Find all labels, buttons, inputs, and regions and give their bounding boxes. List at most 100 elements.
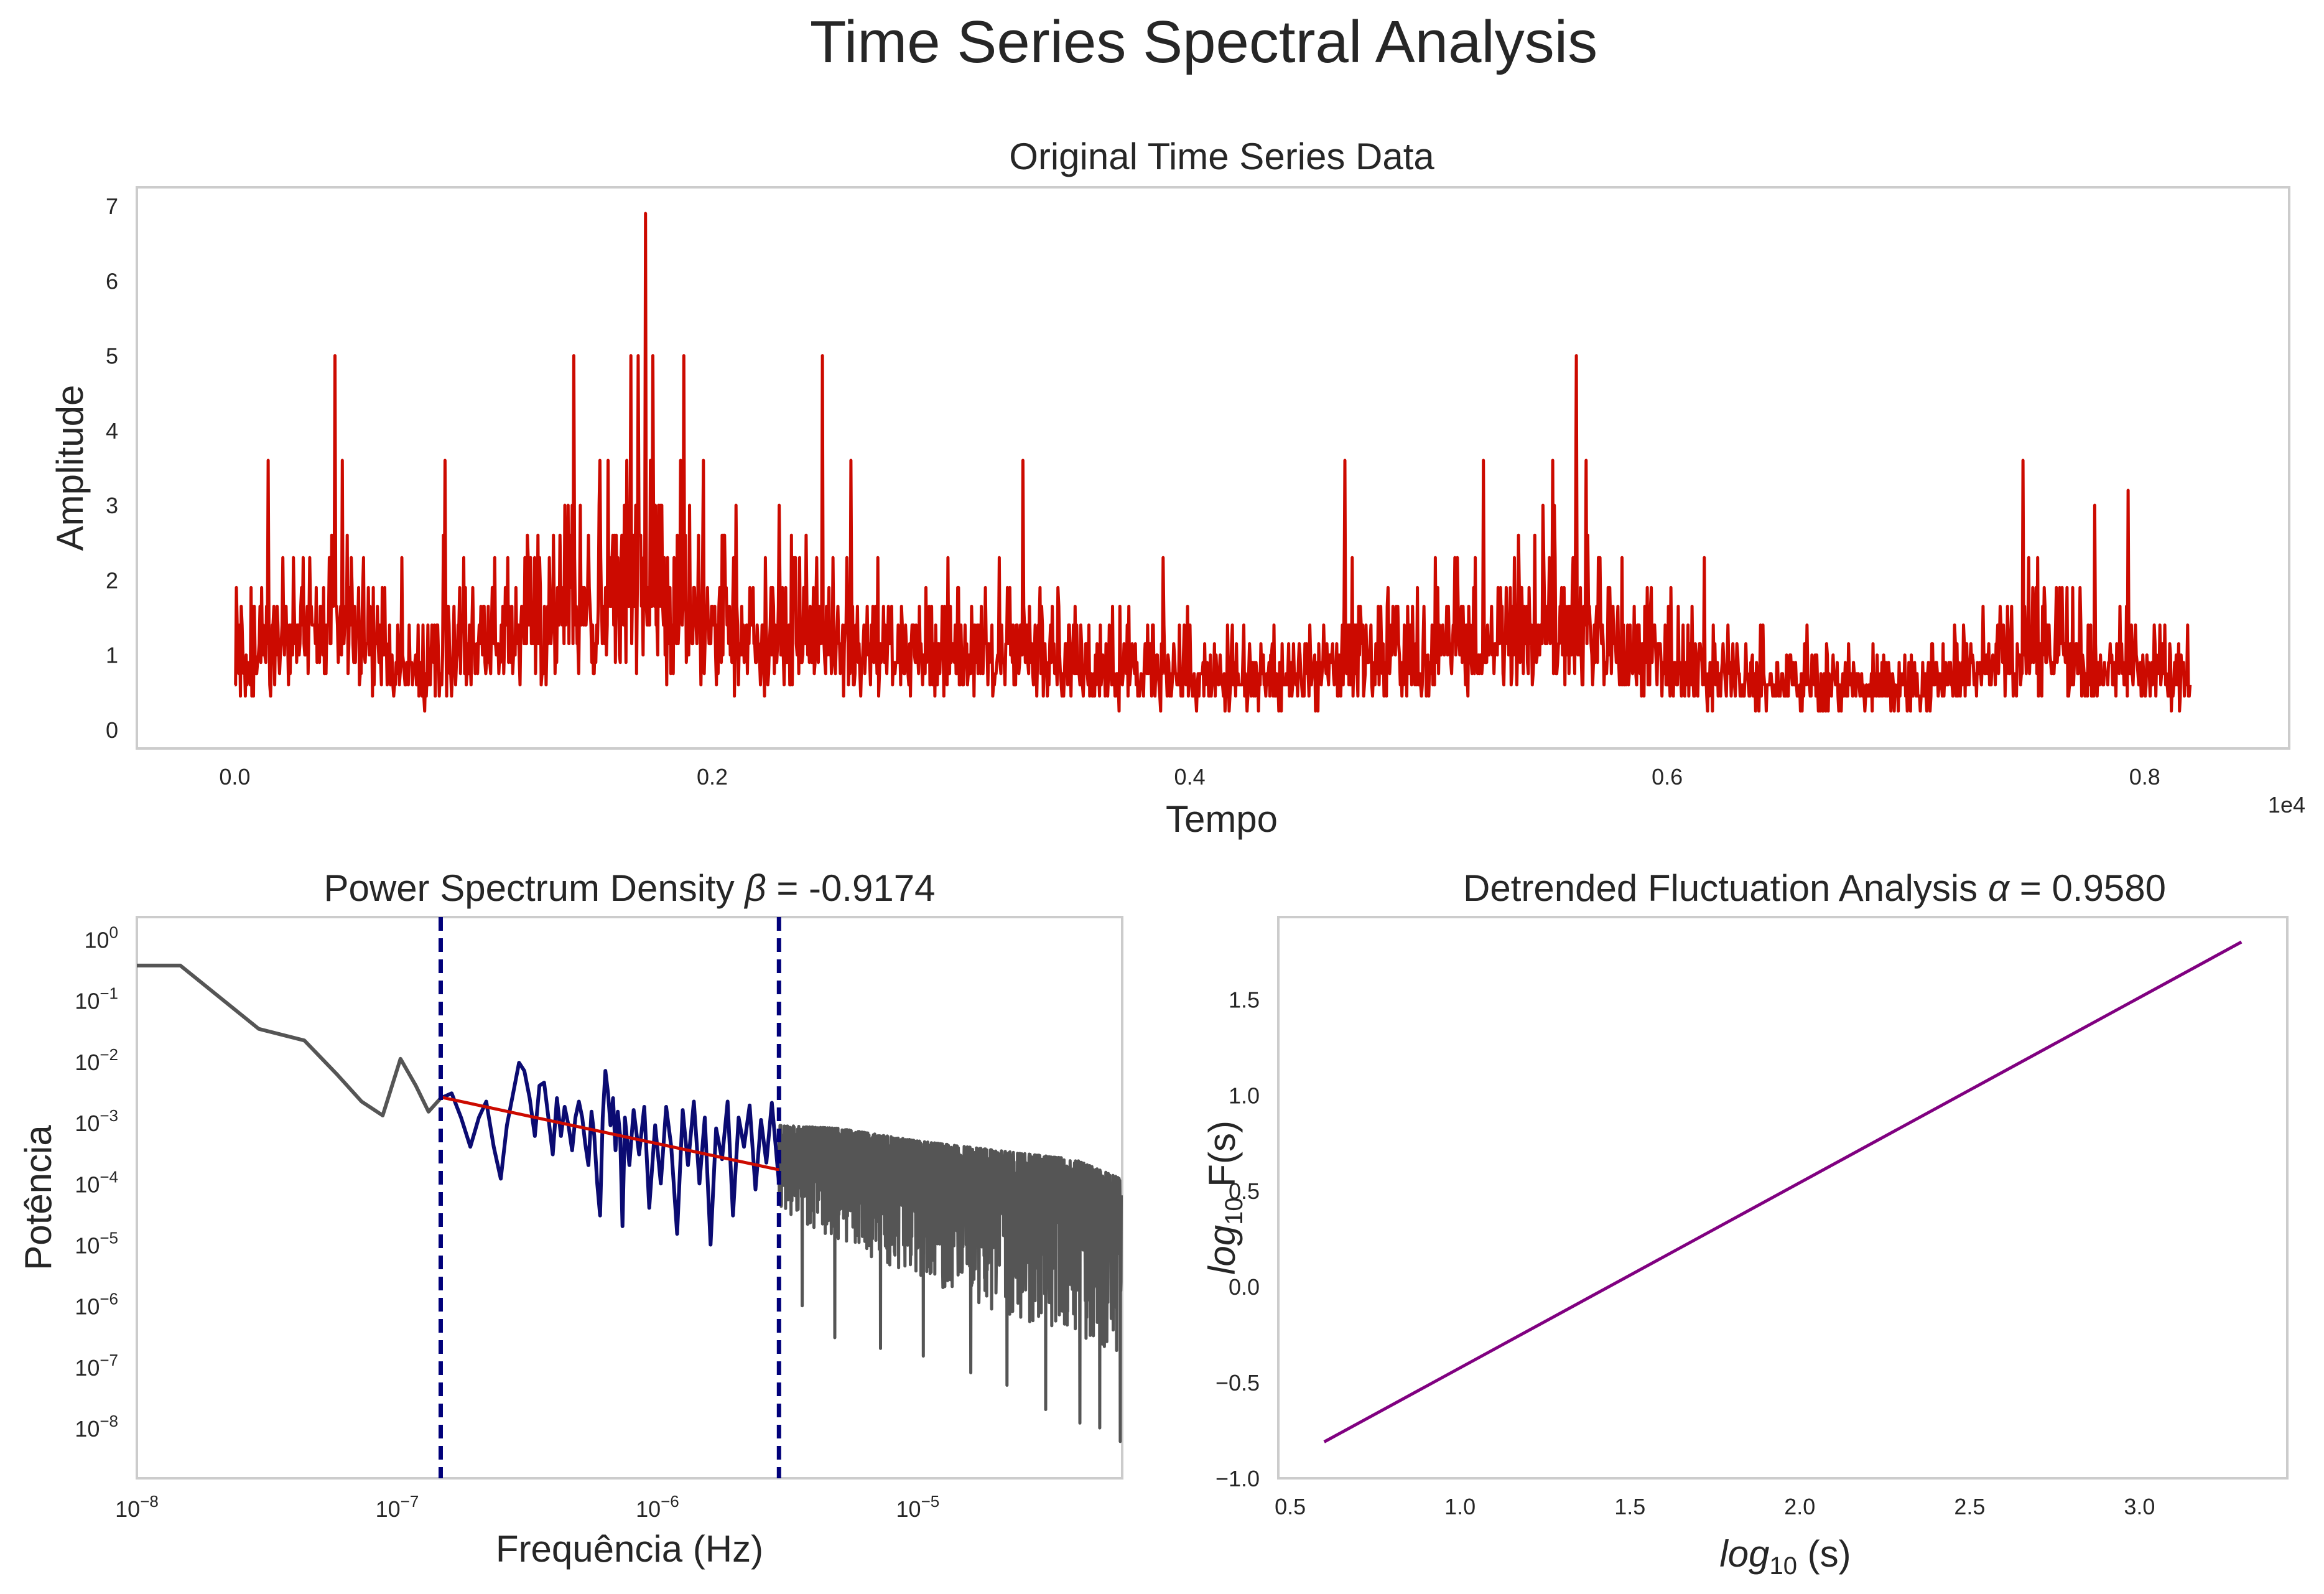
psd-low-freq-line [137,963,442,1117]
dfa-panel: Detrended Fluctuation Analysis α = 0.958… [1201,867,2289,1580]
psd-y-tick-5-exp: −3 [100,1106,118,1125]
psd-high-freq-line [777,1124,1123,1443]
dfa-y-label-rest: F(s) [1201,1121,1243,1197]
dfa-x-tick-2: 1.5 [1614,1494,1645,1519]
psd-title: Power Spectrum Density β = -0.9174 [323,867,935,909]
dfa-title-prefix: Detrended Fluctuation Analysis [1463,867,1988,909]
time-series-x-label: Tempo [1166,798,1278,840]
psd-y-tick-2: 10−6 [75,1290,118,1320]
dfa-x-tick-5: 3.0 [2124,1494,2155,1519]
ts-x-tick-0: 0.0 [219,764,250,790]
time-series-title: Original Time Series Data [1009,136,1434,177]
dfa-x-tick-0: 0.5 [1275,1494,1306,1519]
psd-y-tick-3-exp: −5 [100,1229,118,1247]
psd-y-tick-4: 10−4 [75,1167,118,1197]
ts-y-tick-4: 4 [106,418,118,444]
psd-x-tick-1: 10−7 [376,1492,419,1522]
ts-y-tick-0: 0 [106,717,118,743]
psd-x-tick-0-exp: −8 [140,1492,159,1511]
psd-x-tick-2-exp: −6 [661,1492,679,1511]
dfa-x-label-log: log [1719,1533,1769,1575]
dfa-x-tick-3: 2.0 [1784,1494,1815,1519]
dfa-y-tick-0: −1.0 [1215,1466,1260,1491]
ts-y-tick-5: 5 [106,343,118,369]
dfa-x-tick-4: 2.5 [1954,1494,1985,1519]
psd-x-tick-0-base: 10 [115,1496,140,1522]
dfa-y-tick-3: 0.5 [1229,1178,1260,1204]
psd-y-tick-7: 10−1 [75,984,118,1014]
psd-x-tick-3-exp: −5 [921,1492,940,1511]
psd-title-prefix: Power Spectrum Density [323,867,745,909]
dfa-x-tick-1: 1.0 [1444,1494,1476,1519]
psd-y-tick-5-base: 10 [75,1111,100,1136]
time-series-y-ticks: 0 1 2 3 4 5 6 7 [106,193,118,743]
psd-y-tick-2-base: 10 [75,1294,100,1320]
psd-y-tick-8-base: 10 [84,928,109,953]
ts-x-tick-1: 0.2 [697,764,728,790]
psd-panel: Power Spectrum Density β = -0.9174 10−8 1… [17,867,1123,1570]
figure-title: Time Series Spectral Analysis [810,9,1597,75]
psd-x-label: Frequência (Hz) [496,1528,763,1570]
dfa-y-tick-5: 1.5 [1229,987,1260,1012]
psd-title-value: = -0.9174 [766,867,936,909]
psd-y-tick-0-exp: −8 [100,1412,118,1430]
dfa-x-label: log10 (s) [1719,1533,1851,1580]
psd-y-tick-1-base: 10 [75,1355,100,1381]
psd-y-tick-2-exp: −6 [100,1290,118,1308]
psd-y-tick-3: 10−5 [75,1229,118,1259]
psd-x-ticks: 10−8 10−7 10−6 10−5 [115,1492,939,1522]
psd-y-tick-6-exp: −2 [100,1045,118,1064]
time-series-y-label: Amplitude [49,385,91,551]
dfa-y-label-sub: 10 [1220,1197,1248,1225]
psd-y-tick-6: 10−2 [75,1045,118,1075]
psd-x-tick-1-base: 10 [376,1496,401,1522]
psd-y-tick-8-exp: 0 [109,923,118,942]
dfa-title-value: = 0.9580 [2009,867,2166,909]
psd-y-tick-6-base: 10 [75,1050,100,1075]
dfa-title-alpha: α [1988,867,2010,909]
ts-y-tick-1: 1 [106,643,118,668]
dfa-x-ticks: 0.5 1.0 1.5 2.0 2.5 3.0 [1275,1494,2155,1519]
time-series-panel: Original Time Series Data 0.0 0.2 0.4 0.6 0.… [49,136,2305,840]
dfa-y-label-log: log [1201,1225,1243,1275]
psd-y-tick-0-base: 10 [75,1416,100,1442]
psd-y-tick-4-exp: −4 [100,1167,118,1186]
psd-lines [137,917,1123,1478]
dfa-y-label: log10 F(s) [1201,1121,1248,1275]
time-series-frame [136,186,2290,750]
psd-x-tick-0: 10−8 [115,1492,159,1522]
psd-y-tick-4-base: 10 [75,1172,100,1197]
psd-y-tick-1-exp: −7 [100,1351,118,1369]
dfa-y-tick-1: −0.5 [1215,1370,1260,1396]
dfa-y-tick-4: 1.0 [1229,1083,1260,1108]
ts-y-tick-2: 2 [106,567,118,593]
ts-y-tick-3: 3 [106,493,118,518]
dfa-title: Detrended Fluctuation Analysis α = 0.958… [1463,867,2166,909]
psd-y-tick-1: 10−7 [75,1351,118,1381]
dfa-x-label-sub: 10 [1769,1552,1797,1580]
time-series-line [234,212,2192,713]
psd-y-tick-7-exp: −1 [100,984,118,1003]
psd-x-tick-1-exp: −7 [401,1492,419,1511]
psd-x-tick-2-base: 10 [636,1496,661,1522]
psd-y-tick-8: 100 [84,923,118,953]
psd-title-beta: β [743,867,766,909]
dfa-line [1323,940,2243,1443]
psd-x-tick-3-base: 10 [896,1496,921,1522]
psd-y-label: Potência [17,1125,59,1270]
psd-x-tick-3: 10−5 [896,1492,940,1522]
dfa-frame [1277,916,2289,1480]
dfa-y-tick-2: 0.0 [1229,1274,1260,1300]
ts-x-tick-3: 0.6 [1652,764,1683,790]
dfa-y-ticks: −1.0 −0.5 0.0 0.5 1.0 1.5 [1215,987,1260,1491]
time-series-x-ticks: 0.0 0.2 0.4 0.6 0.8 [219,764,2160,790]
psd-y-tick-0: 10−8 [75,1412,118,1442]
ts-x-tick-4: 0.8 [2129,764,2160,790]
psd-y-tick-5: 10−3 [75,1106,118,1136]
psd-y-tick-7-base: 10 [75,989,100,1014]
psd-fit-range-line [440,1061,781,1247]
time-series-x-offset-text: 1e4 [2268,792,2305,818]
